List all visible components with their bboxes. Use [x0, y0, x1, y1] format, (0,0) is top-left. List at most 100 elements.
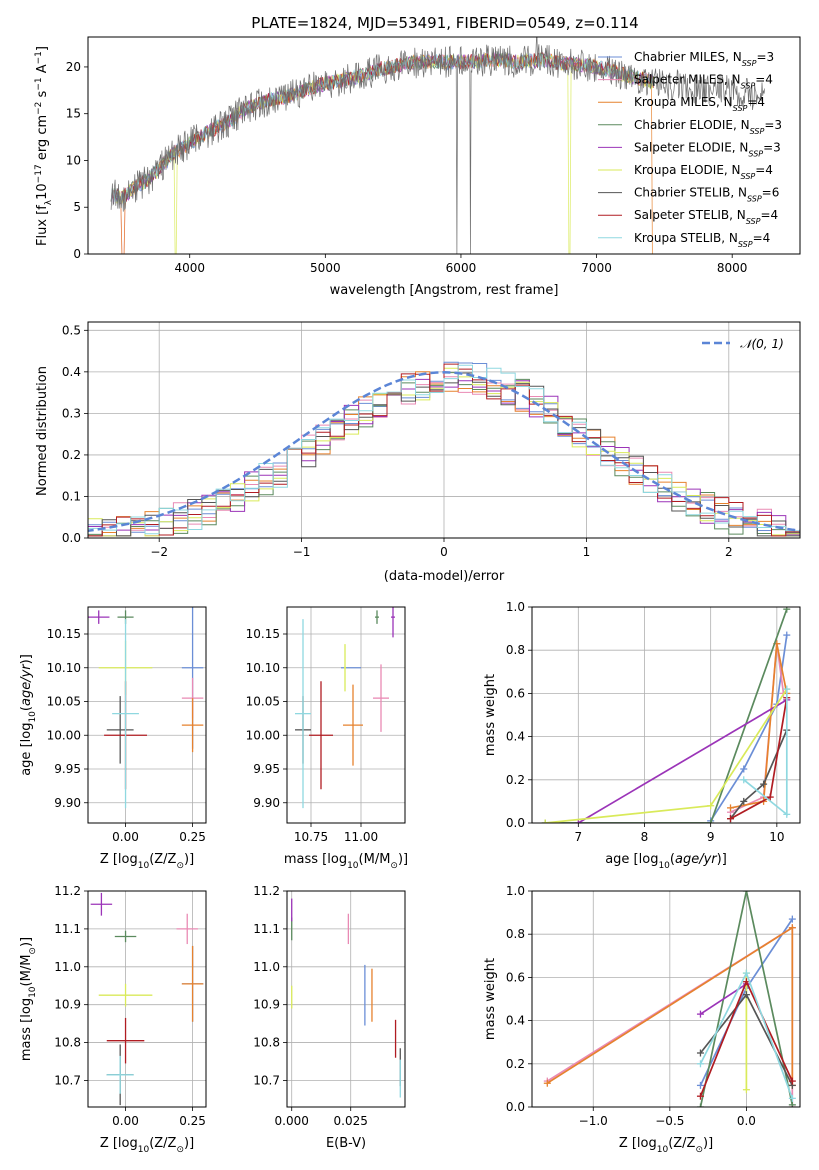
axes-frame [286, 606, 406, 824]
x-tick-label: 7 [575, 830, 583, 844]
mass-weight-vs-metallicity-panel: −1.0 −0.5 0.0 0.0 0.2 0.4 0.6 0.8 1.0 Z [log10(Z/… [483, 884, 801, 1155]
legend-entry-label: Kroupa MILES, NSSP=4 [634, 95, 765, 113]
label-part: 10 [138, 1145, 150, 1155]
label-part: )] [398, 852, 408, 867]
label-part: Z [log [100, 852, 138, 867]
label-part: 10 [658, 861, 670, 871]
legend-entry-label: Salpeter ELODIE, NSSP=3 [634, 140, 781, 158]
x-axis-label: age [log10(age/yr)] [605, 852, 727, 871]
label-part: (Z/Z [149, 852, 176, 867]
x-axis-label: wavelength [Angstrom, rest frame] [330, 283, 559, 298]
plot-area [88, 361, 800, 537]
x-tick-label: 0.25 [179, 1114, 206, 1128]
mass-weight-line [729, 729, 788, 820]
label-part: age/yr [675, 852, 718, 867]
label-part: A [35, 64, 50, 77]
label-part: (M/M [19, 955, 34, 987]
legend-label-main: Chabrier STELIB, N [634, 186, 747, 200]
y-axis-label: age [log10(age/yr)] [19, 654, 38, 776]
legend-label-main: Chabrier ELODIE, N [634, 118, 750, 132]
legend-label-main: Kroupa ELODIE, N [634, 163, 741, 177]
label-part: )] [717, 852, 727, 867]
y-tick-label: 0.0 [506, 816, 525, 830]
y-tick-label: 15 [66, 107, 81, 121]
y-tick-label: 0.8 [506, 643, 525, 657]
legend-label-tail: =6 [762, 186, 780, 200]
x-tick-label: 4000 [174, 261, 205, 275]
x-tick-label: 7000 [581, 261, 612, 275]
y-tick-label: 0.6 [506, 970, 525, 984]
y-tick-label: 11.1 [54, 922, 81, 936]
label-part: age [log [19, 723, 34, 776]
y-tick-label: 0.2 [62, 448, 81, 462]
y-tick-label: 10.10 [246, 661, 280, 675]
legend-entry-label: Chabrier ELODIE, NSSP=3 [634, 118, 782, 136]
x-tick-label: 0.0 [737, 1114, 756, 1128]
label-part: 10 [28, 711, 38, 723]
y-tick-label: 0.1 [62, 489, 81, 503]
y-tick-label: 11.2 [54, 884, 81, 898]
x-axis-label: Z [log10(Z/Z⊙)] [100, 1136, 194, 1155]
plot-area [88, 607, 204, 809]
x-tick-label: 9 [707, 830, 715, 844]
label-part: ⊙ [695, 1145, 703, 1155]
label-part: ⊙ [176, 861, 184, 871]
y-tick-label: 0.0 [506, 1100, 525, 1114]
label-part: ⊙ [28, 947, 38, 955]
x-tick-label: 0.00 [112, 1114, 139, 1128]
legend-label-main: Salpeter MILES, N [634, 73, 741, 87]
label-part: (Z/Z [149, 1136, 176, 1151]
x-tick-label: 8 [641, 830, 649, 844]
legend-label-sub: SSP [742, 59, 757, 68]
model-spectrum-line [110, 52, 654, 254]
axes-frame [87, 606, 207, 824]
y-tick-label: 10.05 [246, 695, 280, 709]
y-tick-label: 10.7 [253, 1073, 280, 1087]
y-tick-label: 10.9 [54, 998, 81, 1012]
plot-area [541, 607, 791, 823]
legend-label-sub: SSP [746, 217, 761, 226]
plot-area [291, 898, 401, 1098]
mass-weight-line [577, 699, 788, 823]
label-part: 10 [657, 1145, 669, 1155]
label-part: 10 [138, 861, 150, 871]
legend-label-tail: =4 [747, 95, 765, 109]
label-part: )] [184, 852, 194, 867]
x-tick-label: 10.75 [294, 830, 328, 844]
normal-reference-curve [88, 371, 800, 532]
label-part: −1 [34, 51, 44, 64]
x-tick-label: 5000 [310, 261, 341, 275]
y-tick-label: 10.15 [47, 627, 81, 641]
x-tick-label: 8000 [717, 261, 748, 275]
x-tick-label: 10 [769, 830, 784, 844]
label-part: 10 [347, 861, 359, 871]
label-part: age/yr [19, 663, 34, 706]
legend-label-sub: SSP [733, 104, 748, 113]
mass-vs-reddening-panel: 0.000 0.025 10.7 10.8 10.9 11.0 11.1 11.2 E(B-V) [253, 884, 406, 1151]
x-axis-label: E(B-V) [326, 1136, 366, 1151]
label-part: 10 [35, 183, 50, 200]
legend-label-tail: =3 [756, 50, 774, 64]
legend-label-tail: =3 [764, 118, 782, 132]
label-part: ( [19, 706, 34, 711]
figure-title: PLATE=1824, MJD=53491, FIBERID=0549, z=0… [251, 14, 638, 32]
label-part: Z [log [100, 1136, 138, 1151]
label-part: ⊙ [176, 1145, 184, 1155]
y-tick-label: 10.05 [47, 695, 81, 709]
legend-label-sub: SSP [750, 126, 765, 135]
axes-frame [531, 890, 801, 1108]
x-tick-label: 0.000 [275, 1114, 309, 1128]
x-tick-label: −1.0 [579, 1114, 608, 1128]
residual-histogram-step [88, 364, 800, 537]
age-vs-mass-panel: 10.75 11.00 9.90 9.95 10.00 10.05 10.10 10.15 ma… [246, 606, 408, 871]
legend-label-main: Chabrier MILES, N [634, 50, 742, 64]
label-part: Z [log [619, 1136, 657, 1151]
plot-area [295, 607, 395, 809]
x-tick-label: 2 [725, 545, 733, 559]
axes-frame [87, 36, 801, 255]
y-tick-label: 10.10 [47, 661, 81, 675]
y-tick-label: 9.95 [54, 762, 81, 776]
legend-entry-label: Salpeter STELIB, NSSP=4 [634, 208, 778, 226]
